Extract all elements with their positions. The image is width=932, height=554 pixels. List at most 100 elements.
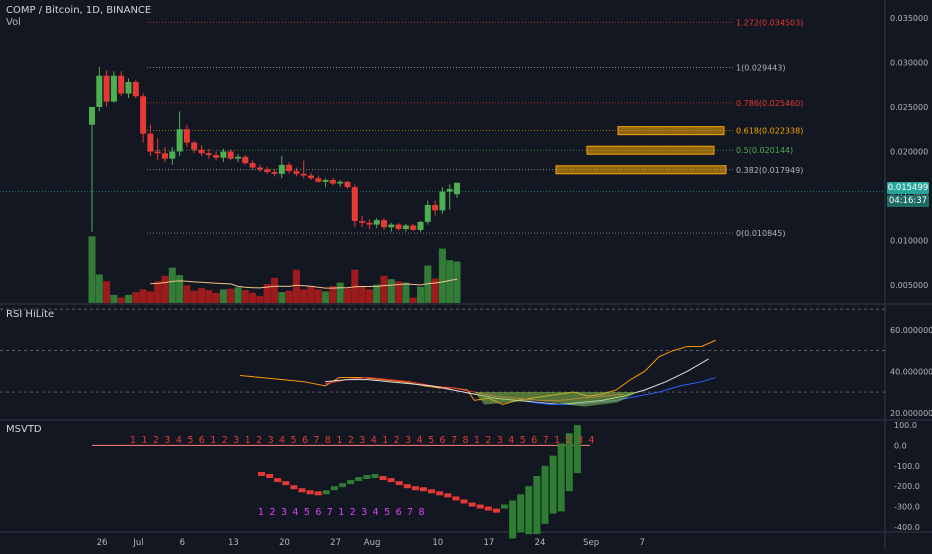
volume-bar	[300, 289, 308, 303]
candle-body	[322, 180, 329, 182]
price-tick-label: 0.025000	[890, 103, 928, 112]
msvtd-step	[468, 502, 476, 507]
volume-bar	[263, 283, 271, 303]
candle-body	[446, 188, 453, 192]
volume-bar	[358, 286, 366, 303]
volume-label[interactable]: Vol	[6, 17, 21, 28]
candle-body	[242, 156, 249, 164]
fib-label: 0(0.010845)	[736, 229, 786, 238]
msvtd-step	[355, 477, 363, 482]
msvtd-tick-label: -200.0	[894, 482, 920, 491]
rsi-tick-label: 60.000000	[890, 326, 932, 335]
candle-body	[351, 187, 358, 222]
candle-body	[213, 155, 220, 158]
msvtd-step	[557, 443, 565, 512]
rsi-series-line	[239, 339, 716, 406]
msvtd-step	[476, 504, 484, 509]
volume-bar	[117, 297, 125, 303]
candle-body	[132, 81, 139, 97]
candle-body	[329, 180, 336, 184]
volume-bar	[103, 281, 111, 303]
fib-target-box	[555, 165, 727, 175]
candle-body	[366, 222, 373, 225]
candle-body	[176, 129, 183, 152]
volume-bar	[285, 290, 293, 303]
volume-bar	[95, 274, 103, 303]
candle-body	[96, 75, 103, 107]
volume-bar	[271, 277, 278, 303]
msvtd-step	[541, 465, 549, 524]
volume-bar	[424, 265, 432, 303]
candle-body	[140, 96, 147, 134]
msvtd-step	[411, 486, 419, 491]
msvtd-step	[484, 506, 492, 511]
msvtd-step	[549, 455, 557, 514]
msvtd-tick-label: -400.0	[894, 523, 920, 532]
candle-body	[337, 181, 344, 184]
volume-bar	[161, 275, 169, 303]
volume-bar	[241, 290, 249, 303]
candle-body	[402, 225, 409, 230]
price-tick-label: 0.010000	[890, 237, 928, 246]
candle-body	[388, 224, 395, 228]
volume-bar	[256, 296, 264, 303]
volume-bar	[292, 269, 300, 303]
msvtd-step	[282, 481, 290, 486]
volume-bar	[154, 281, 162, 303]
fib-label: 1.272(0.034503)	[736, 18, 803, 27]
candle-body	[439, 191, 446, 211]
candle-body	[395, 224, 402, 230]
candle-body	[417, 221, 424, 230]
volume-bar	[183, 285, 191, 303]
volume-bar	[212, 292, 220, 303]
msvtd-step	[403, 484, 411, 489]
msvtd-step	[274, 478, 282, 483]
msvtd-step	[565, 433, 573, 492]
msvtd-top-counts: 1 1 2 3 4 5 6 1 2 3 1 2 3 4 5 6 7 8 1 2 …	[130, 435, 596, 446]
price-tick-label: 0.005000	[890, 281, 928, 290]
time-tick-label: 24	[535, 538, 546, 548]
candle-body	[147, 133, 154, 152]
symbol-title[interactable]: COMP / Bitcoin, 1D, BINANCE	[6, 5, 152, 16]
candle-body	[103, 75, 110, 102]
volume-bar	[314, 289, 322, 303]
volume-bar	[409, 297, 417, 303]
time-tick-label: 6	[180, 538, 185, 548]
volume-bar	[176, 275, 184, 303]
candle-body	[264, 169, 271, 172]
rsi-label[interactable]: RSI HiLite	[6, 309, 55, 320]
msvtd-tick-label: 0.0	[894, 441, 907, 450]
price-tick-label: 0.035000	[890, 14, 928, 23]
volume-bar	[278, 292, 286, 303]
volume-bar	[190, 290, 198, 303]
candle-body	[315, 178, 322, 182]
volume-bar	[168, 267, 176, 303]
candle-body	[381, 220, 387, 228]
time-axis: 26 Jul 6 13 20 27 Aug 10 17 24 Sep 7	[97, 538, 645, 548]
volume-bar	[417, 286, 424, 303]
time-tick-label: 17	[483, 538, 494, 548]
msvtd-step	[460, 499, 468, 504]
volume-bar	[365, 289, 373, 303]
msvtd-step	[533, 476, 541, 534]
rsi-tick-label: 20.000000	[890, 409, 932, 418]
fib-label: 0.5(0.020144)	[736, 146, 793, 155]
msvtd-step	[501, 504, 508, 509]
msvtd-step	[452, 496, 460, 501]
countdown-tag: 04:16:37	[887, 195, 929, 207]
msvtd-label[interactable]: MSVTD	[6, 424, 42, 435]
msvtd-step	[258, 471, 265, 476]
volume-bar	[219, 289, 227, 303]
time-tick-label: Jul	[132, 538, 143, 548]
candle-body	[198, 149, 205, 154]
fibonacci-levels: 1(0.029443) 0.786(0.025460) 0.618(0.022338…	[0, 18, 885, 238]
candle-body	[125, 81, 132, 94]
candle-body	[373, 220, 380, 225]
fib-label: 0.618(0.022338)	[736, 127, 803, 136]
volume-bar	[373, 284, 381, 303]
msvtd-step	[428, 489, 436, 494]
price-tick-label: 0.020000	[890, 148, 928, 157]
msvtd-step	[314, 491, 322, 496]
msvtd-tick-label: -100.0	[894, 462, 920, 471]
msvtd-step	[363, 475, 371, 480]
